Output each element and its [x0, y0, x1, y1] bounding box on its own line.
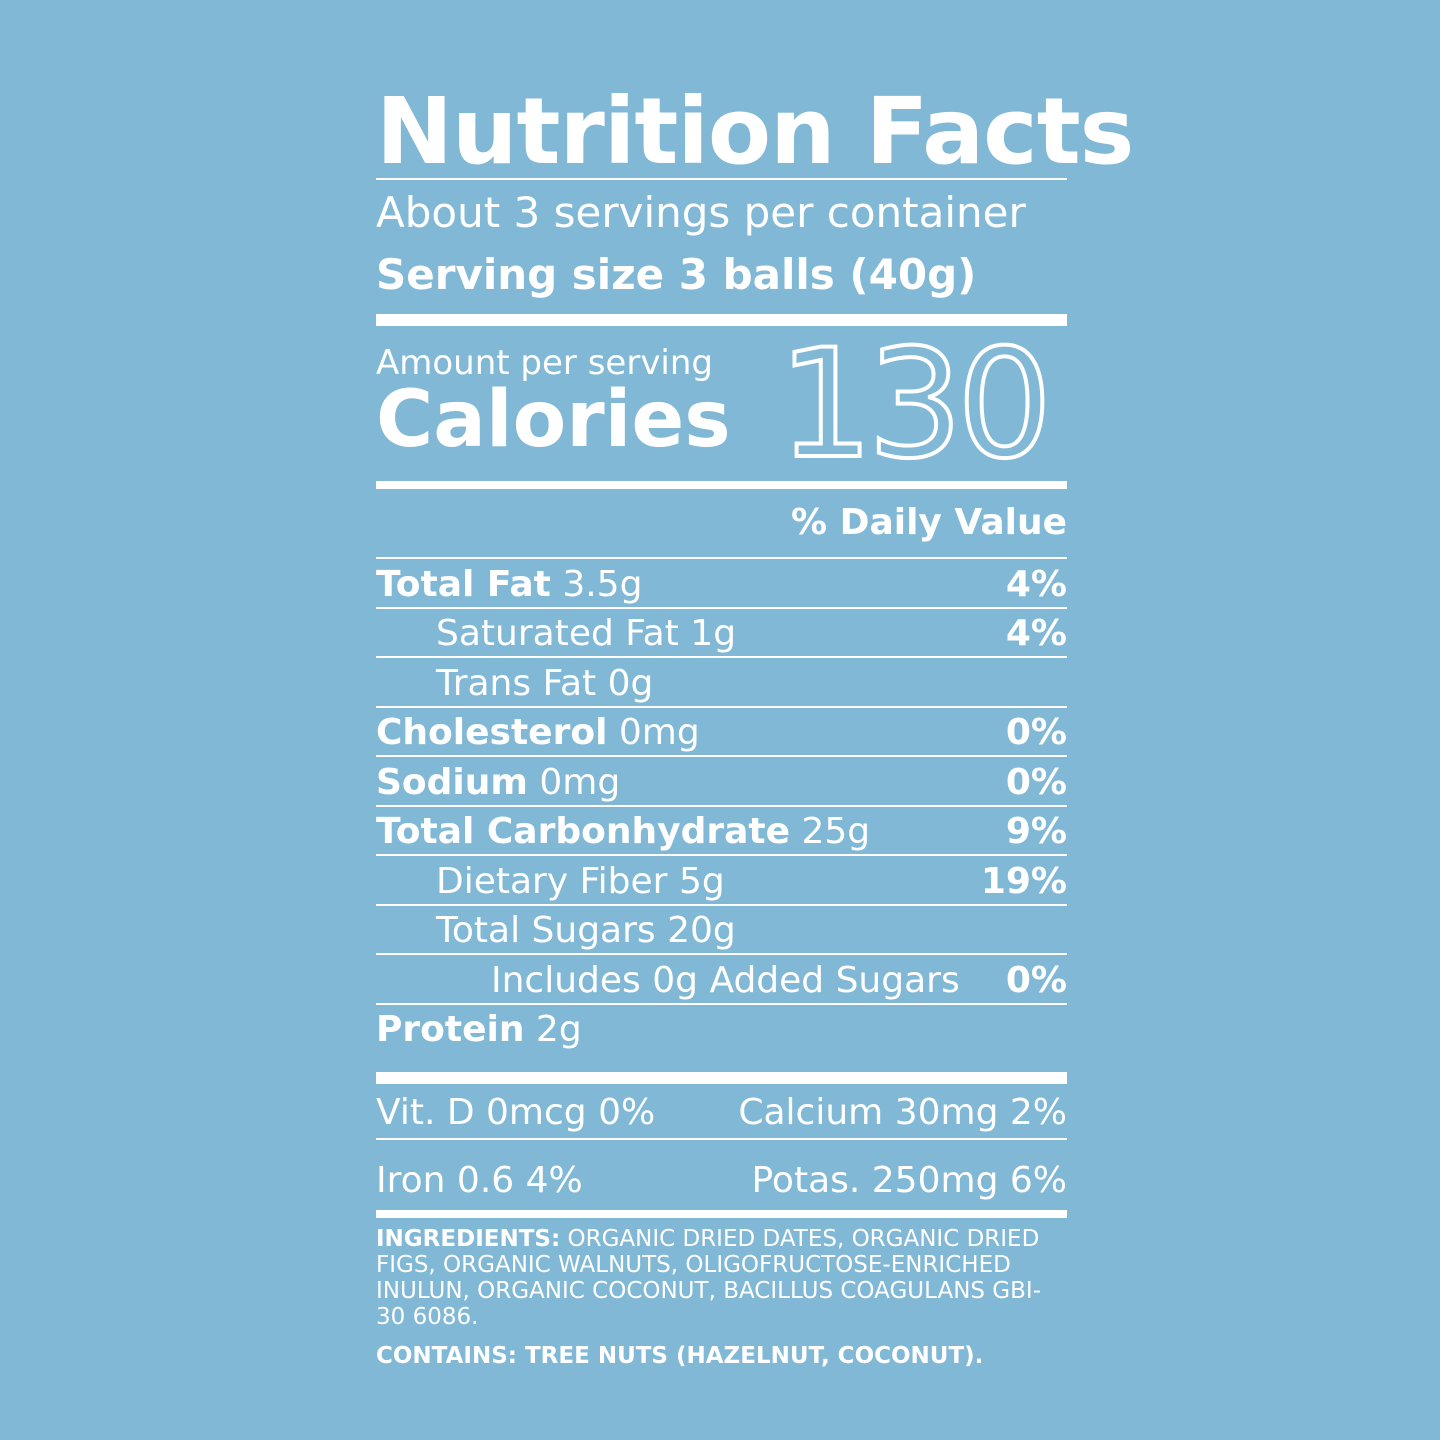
vitamin-amount: 250mg [871, 1160, 999, 1201]
contains: CONTAINS: TREE NUTS (HAZELNUT, COCONUT). [376, 1343, 1067, 1369]
vitamin-amount: 30mg [894, 1092, 999, 1133]
nutrient-amount: 25g [801, 811, 871, 852]
nutrient-label: Sodium [376, 761, 528, 803]
nutrient-label: Dietary Fiber [436, 860, 668, 902]
vitamin-amount: 0mcg [486, 1092, 587, 1133]
vitamin-item: Iron 0.6 4% [376, 1160, 583, 1201]
rule [376, 178, 1067, 180]
contains-text: TREE NUTS (HAZELNUT, COCONUT). [524, 1343, 984, 1369]
amount-label: Amount per serving [376, 343, 714, 383]
vitamin-amount: 0.6 [456, 1160, 515, 1201]
nutrient-label: Total Sugars [436, 910, 656, 951]
nutrient-row: Cholesterol 0mg 0% [376, 705, 1067, 756]
calories-label: Calories [376, 375, 731, 465]
nutrient-name: Cholesterol 0mg [376, 712, 700, 753]
ingredients-label: INGREDIENTS: [376, 1226, 561, 1252]
nutrient-row: Sodium 0mg 0% [376, 755, 1067, 805]
vitamin-row: Iron 0.6 4% Potas. 250mg 6% [376, 1160, 1067, 1201]
nutrient-amount: 0mg [618, 712, 700, 753]
daily-value: 4% [1005, 613, 1067, 654]
daily-value: 0% [1005, 959, 1067, 1001]
daily-value: 9% [1005, 811, 1067, 852]
nutrient-label: Saturated Fat [436, 613, 679, 654]
title: Nutrition Facts [376, 78, 1134, 185]
vitamin-label: Calcium [738, 1092, 884, 1133]
rule [376, 1072, 1067, 1084]
calories-value: 130 [776, 316, 1054, 494]
nutrient-amount: 0mg [539, 761, 621, 803]
vitamin-dv: 4% [525, 1160, 583, 1201]
vitamin-item: Potas. 250mg 6% [752, 1160, 1068, 1201]
nutrient-name: Dietary Fiber 5g [376, 861, 725, 902]
vitamin-row: Vit. D 0mcg 0% Calcium 30mg 2% [376, 1092, 1067, 1133]
nutrient-name: Trans Fat 0g [376, 663, 653, 704]
vitamin-label: Vit. D [376, 1092, 475, 1133]
nutrient-amount: 0g [607, 662, 654, 704]
nutrient-amount: 20g [667, 910, 736, 951]
nutrient-name: Total Carbonhydrate 25g [376, 811, 870, 852]
vitamin-item: Calcium 30mg 2% [738, 1092, 1067, 1133]
nutrient-rows: Total Fat 3.5g 4% Saturated Fat 1g 4% Trans … [376, 557, 1067, 1052]
nutrient-name: Includes 0g Added Sugars [376, 960, 960, 1001]
nutrient-name: Total Sugars 20g [376, 910, 736, 951]
vitamin-label: Iron [376, 1160, 446, 1201]
nutrient-row: Total Sugars 20g [376, 903, 1067, 954]
ingredients-text: ORGANIC DRIED DATES, ORGANIC DRIED FIGS,… [376, 1226, 1041, 1330]
nutrient-label: Protein [376, 1009, 525, 1050]
nutrient-name: Saturated Fat 1g [376, 613, 736, 654]
rule [376, 481, 1067, 489]
nutrient-label: Trans Fat [436, 662, 597, 704]
daily-value: 0% [1005, 761, 1067, 803]
rule [376, 1138, 1067, 1140]
vitamin-dv: 6% [1009, 1160, 1067, 1201]
nutrient-row: Total Carbonhydrate 25g 9% [376, 804, 1067, 855]
nutrient-amount: 5g [678, 860, 725, 902]
rule [376, 1210, 1067, 1218]
nutrient-row: Total Fat 3.5g 4% [376, 557, 1067, 607]
nutrient-amount: 1g [690, 613, 737, 654]
nutrient-name: Sodium 0mg [376, 762, 620, 803]
rule [376, 314, 1067, 326]
nutrient-row: Includes 0g Added Sugars 0% [376, 953, 1067, 1003]
nutrient-amount: 2g [535, 1009, 582, 1050]
nutrient-name: Protein 2g [376, 1009, 582, 1050]
dv-header: % Daily Value [790, 502, 1067, 543]
nutrient-label: Total Carbonhydrate [376, 811, 791, 852]
nutrient-amount: 3.5g [562, 563, 643, 605]
daily-value: 4% [1005, 563, 1067, 605]
servings: About 3 servings per container [376, 188, 1026, 237]
contains-label: CONTAINS: [376, 1343, 517, 1369]
daily-value: 0% [1005, 712, 1067, 753]
ingredients: INGREDIENTS: ORGANIC DRIED DATES, ORGANI… [376, 1226, 1067, 1330]
nutrient-label: Total Fat [376, 563, 551, 605]
nutrient-row: Trans Fat 0g [376, 656, 1067, 706]
vitamin-label: Potas. [751, 1160, 861, 1201]
daily-value: 19% [980, 860, 1067, 902]
nutrient-row: Dietary Fiber 5g 19% [376, 854, 1067, 904]
vitamin-dv: 2% [1009, 1092, 1067, 1133]
vitamin-dv: 0% [598, 1092, 656, 1133]
nutrient-row: Protein 2g [376, 1002, 1067, 1053]
nutrient-label: Includes 0g Added Sugars [491, 959, 960, 1001]
serving-size: Serving size 3 balls (40g) [376, 250, 977, 299]
vitamin-item: Vit. D 0mcg 0% [376, 1092, 655, 1133]
nutrient-name: Total Fat 3.5g [376, 564, 642, 605]
nutrient-label: Cholesterol [376, 712, 608, 753]
nutrient-row: Saturated Fat 1g 4% [376, 606, 1067, 657]
